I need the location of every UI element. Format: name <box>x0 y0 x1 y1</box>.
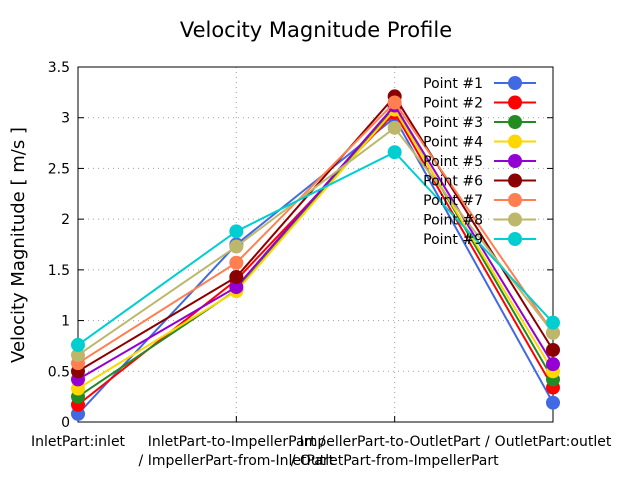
legend-marker <box>508 76 522 90</box>
legend-marker <box>508 95 522 110</box>
x-tick-label: ImpellerPart-to-OutletPart / <box>300 434 490 450</box>
series-line <box>77 116 554 415</box>
y-tick-label: 0.5 <box>48 364 70 380</box>
data-point <box>229 239 244 254</box>
x-tick-label: / OutletPart-from-ImpellerPart <box>291 453 499 469</box>
y-axis-label: Velocity Magnitude [ m/s ] <box>8 127 29 363</box>
legend-marker <box>508 134 522 149</box>
legend-label: Point #8 <box>423 213 483 229</box>
series-line <box>77 103 554 381</box>
legend-label: Point #7 <box>423 193 483 209</box>
x-tick-label: InletPart:inlet <box>31 434 126 450</box>
data-point <box>546 325 560 340</box>
legend-marker <box>508 193 522 207</box>
y-tick-label: 2 <box>61 212 70 228</box>
data-point <box>546 357 560 372</box>
series-line <box>77 100 554 365</box>
series-line <box>77 150 554 346</box>
data-point <box>387 145 402 160</box>
legend-label: Point #5 <box>423 154 483 170</box>
legend-label: Point #1 <box>423 76 483 92</box>
y-tick-label: 1.5 <box>48 263 70 279</box>
data-point <box>229 280 244 295</box>
legend-label: Point #6 <box>423 174 483 190</box>
data-point <box>229 224 244 239</box>
plot-frame <box>77 66 554 423</box>
legend-label: Point #9 <box>423 232 483 248</box>
y-tick-label: 1 <box>61 314 70 330</box>
data-point <box>71 348 85 363</box>
data-point <box>546 395 560 410</box>
series-line <box>77 107 554 390</box>
data-point <box>546 342 560 357</box>
y-tick-label: 3 <box>61 111 70 127</box>
data-point <box>71 337 85 352</box>
legend-marker <box>508 115 522 129</box>
legend-marker <box>508 232 522 246</box>
y-tick-label: 3.5 <box>48 60 70 76</box>
legend-label: Point #4 <box>423 135 483 151</box>
data-point <box>229 269 244 284</box>
y-tick-label: 0 <box>61 415 70 431</box>
legend-marker <box>508 154 522 168</box>
legend-label: Point #2 <box>423 96 483 112</box>
y-tick-label: 2.5 <box>48 161 70 177</box>
x-tick-label: OutletPart:outlet <box>495 434 612 450</box>
x-tick-label: / ImpellerPart-from-InletPart <box>139 453 335 469</box>
data-point <box>546 315 560 330</box>
legend-label: Point #3 <box>423 115 483 131</box>
legend-marker <box>508 212 522 227</box>
data-point <box>387 120 402 135</box>
x-tick-label: InletPart-to-ImpellerPart / <box>148 434 326 450</box>
series-line <box>77 126 554 356</box>
data-point <box>229 255 244 270</box>
data-point <box>387 95 402 110</box>
chart-title: Velocity Magnitude Profile <box>180 18 452 42</box>
legend-marker <box>508 173 522 188</box>
